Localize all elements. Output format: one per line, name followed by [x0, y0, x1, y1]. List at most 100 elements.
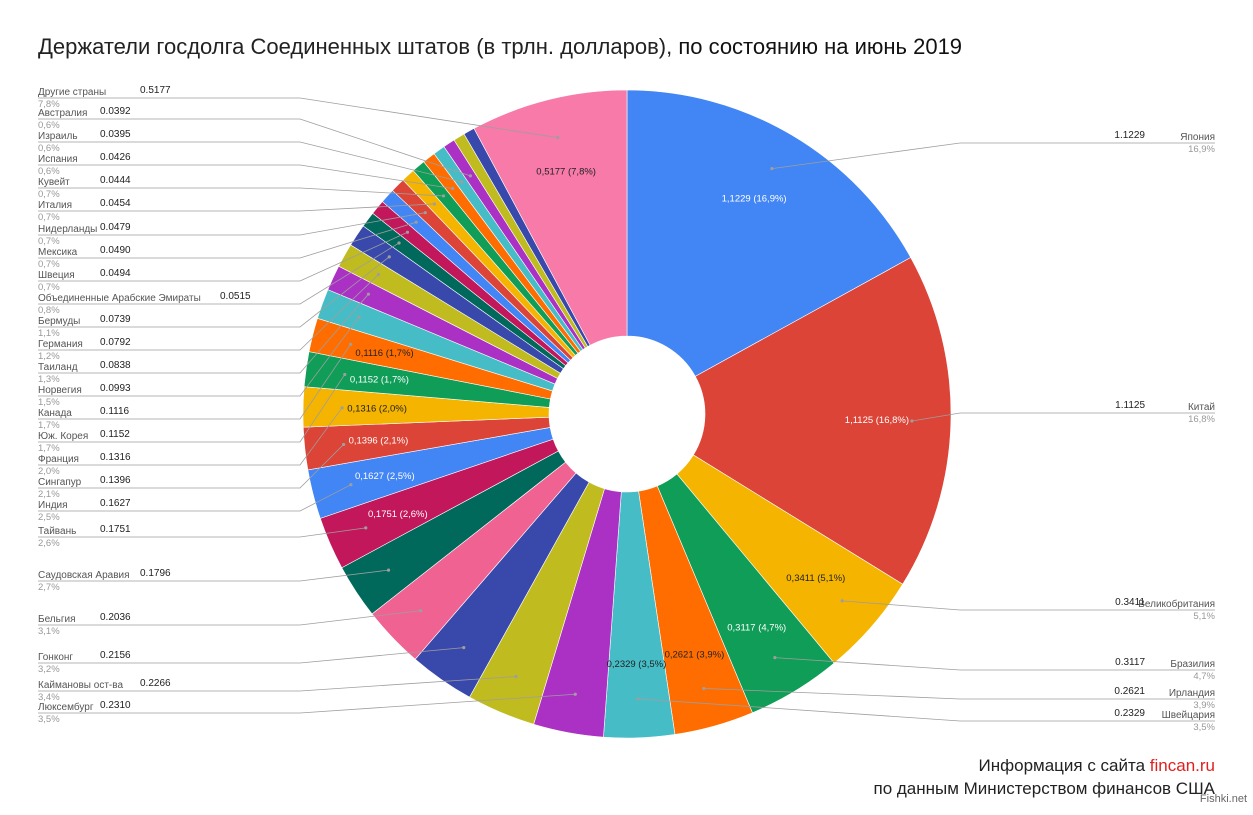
label-pct-2: 5,1%: [1193, 611, 1215, 622]
leader-27: [38, 164, 453, 189]
label-name-13: Сингапур: [38, 477, 82, 488]
label-name-4: Ирландия: [1169, 688, 1215, 699]
label-pct-10: 2,7%: [38, 582, 60, 593]
leader-26: [38, 187, 444, 197]
slice-1: [692, 257, 952, 585]
leader-dot-6: [573, 692, 577, 696]
label-pct-28: 0,6%: [38, 143, 60, 154]
label-value-32: 0.5177: [140, 85, 171, 96]
leader-dot-3: [773, 656, 777, 660]
leader-dot-10: [386, 568, 391, 572]
leader-1: [911, 412, 1215, 422]
leader-dot-26: [441, 194, 446, 198]
label-value-0: 1.1229: [1114, 130, 1145, 141]
label-name-0: Япония: [1180, 132, 1215, 143]
label-name-29: Австралия: [38, 108, 87, 119]
label-name-2: Великобритания: [1138, 598, 1215, 610]
label-pct-29: 0,6%: [38, 120, 60, 131]
label-name-22: Швеция: [38, 270, 75, 281]
label-name-1: Китай: [1188, 402, 1215, 413]
label-value-16: 0.1116: [100, 406, 130, 417]
label-value-15: 0.1152: [100, 429, 130, 440]
leader-12: [38, 484, 352, 512]
leader-dot-29: [468, 174, 472, 178]
label-value-24: 0.0479: [100, 222, 131, 233]
label-pct-7: 3,4%: [38, 692, 60, 703]
label-pct-13: 2,1%: [38, 489, 60, 500]
leader-7: [38, 676, 517, 692]
label-value-10: 0.1796: [140, 568, 171, 579]
label-pct-18: 1,3%: [38, 374, 60, 385]
label-name-32: Другие страны: [38, 87, 106, 98]
leader-dot-9: [419, 609, 423, 613]
label-name-15: Юж. Корея: [38, 431, 88, 442]
leader-21: [38, 242, 400, 305]
leader-28: [38, 141, 462, 183]
label-value-28: 0.0395: [100, 129, 131, 140]
label-pct-27: 0,6%: [38, 166, 60, 177]
leader-14: [38, 407, 343, 466]
label-name-10: Саудовская Аравия: [38, 570, 130, 581]
slice-labels: 1,1229 (16,9%) 1,1125 (16,8%) 0,3411 (5,1%…: [347, 167, 909, 670]
label-value-8: 0.2156: [100, 650, 131, 661]
slice-label-15: 0,1152 (1,7%): [350, 374, 409, 385]
leader-17: [38, 316, 360, 397]
slice-label-14: 0,1316 (2,0%): [347, 404, 407, 415]
leader-0: [771, 142, 1215, 169]
leader-5: [637, 698, 1215, 722]
label-value-2: 0.3411: [1115, 597, 1145, 608]
label-name-3: Бразилия: [1170, 659, 1215, 670]
label-value-19: 0.0792: [100, 337, 131, 348]
source-site-link[interactable]: fincan.ru: [1149, 756, 1215, 775]
slice-label-0: 1,1229 (16,9%): [722, 194, 787, 205]
label-value-9: 0.2036: [100, 612, 131, 623]
label-pct-21: 0,8%: [38, 305, 60, 316]
leader-dot-27: [451, 186, 455, 191]
label-name-20: Бермуды: [38, 316, 80, 327]
leader-22: [38, 231, 408, 282]
leader-dot-8: [462, 646, 466, 650]
watermark: Fishki.net: [1199, 793, 1247, 805]
chart-title-main: Держатели госдолга Соединенных штатов (в…: [38, 34, 673, 59]
leader-8: [38, 647, 464, 664]
label-name-27: Испания: [38, 154, 78, 165]
leader-16: [38, 344, 351, 420]
label-pct-19: 1,2%: [38, 351, 60, 362]
source-line-2: по данным Министерством финансов США: [873, 779, 1215, 798]
leader-19: [38, 274, 379, 351]
leader-dot-16: [349, 342, 353, 346]
label-value-7: 0.2266: [140, 678, 171, 689]
label-value-14: 0.1316: [100, 452, 131, 463]
leader-13: [38, 444, 344, 489]
label-name-25: Италия: [38, 200, 72, 211]
label-pct-5: 3,5%: [1193, 722, 1215, 733]
label-value-17: 0.0993: [100, 383, 131, 394]
label-name-17: Норвегия: [38, 385, 82, 396]
label-name-26: Кувейт: [38, 177, 70, 188]
leader-dot-5: [636, 697, 640, 701]
label-value-4: 0.2621: [1114, 686, 1145, 697]
label-pct-32: 7,8%: [38, 99, 60, 110]
label-name-23: Мексика: [38, 247, 78, 258]
slice-label-3: 0,3117 (4,7%): [727, 623, 786, 634]
leader-4: [703, 688, 1215, 700]
label-value-6: 0.2310: [100, 700, 131, 711]
label-value-26: 0.0444: [100, 175, 131, 186]
leader-dot-7: [514, 674, 518, 679]
label-value-18: 0.0838: [100, 360, 131, 371]
leader-dot-23: [414, 220, 418, 224]
slices: [302, 89, 952, 739]
slice-32: [473, 89, 628, 346]
leader-11: [38, 527, 366, 538]
leader-2: [842, 600, 1215, 611]
label-name-21: Объединенные Арабские Эмираты: [38, 292, 201, 304]
label-name-16: Канада: [38, 408, 72, 419]
leader-dot-11: [364, 526, 368, 530]
label-pct-20: 1,1%: [38, 328, 60, 339]
slice-label-4: 0,2621 (3,9%): [665, 650, 725, 661]
leader-dot-17: [357, 315, 361, 319]
label-pct-11: 2,6%: [38, 538, 60, 549]
side-labels: Другие страны 0.5177 7,8%Австралия 0.0392 0,…: [38, 85, 1216, 733]
leader-32: [38, 97, 558, 138]
label-pct-23: 0,7%: [38, 259, 60, 270]
